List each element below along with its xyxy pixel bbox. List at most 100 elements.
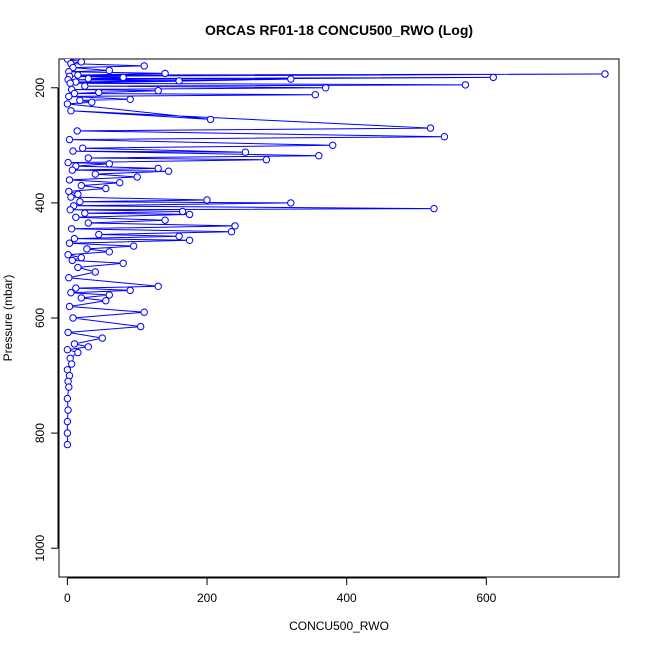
y-axis-label: Pressure (mbar): [1, 275, 15, 362]
data-point: [154, 87, 162, 95]
x-tick-label: 200: [197, 591, 217, 605]
data-point: [137, 322, 145, 331]
data-point: [461, 81, 470, 89]
data-point: [63, 417, 72, 426]
data-point: [76, 96, 84, 105]
data-point: [119, 73, 127, 82]
x-axis: 0 200 400 600: [64, 577, 497, 605]
data-point: [185, 236, 194, 245]
series-line: [66, 59, 606, 445]
data-point: [66, 206, 74, 214]
data-point: [74, 190, 82, 199]
data-point: [126, 95, 134, 104]
data-point: [64, 406, 72, 414]
data-point: [69, 147, 77, 155]
data-point: [74, 71, 82, 79]
data-point: [81, 209, 89, 217]
data-point: [140, 308, 148, 316]
data-point: [102, 297, 110, 305]
x-tick-label: 0: [64, 591, 71, 605]
data-point: [73, 127, 81, 135]
data-point: [133, 173, 141, 181]
data-point: [67, 225, 76, 233]
data-point: [83, 245, 91, 253]
data-point: [65, 92, 73, 101]
data-point: [203, 196, 211, 204]
data-point: [64, 158, 72, 167]
data-point: [130, 242, 138, 250]
data-point: [206, 115, 215, 124]
data-point: [66, 79, 74, 87]
x-axis-label: CONCU500_RWO: [289, 619, 389, 633]
chart-title: ORCAS RF01-18 CONCU500_RWO (Log): [205, 22, 473, 38]
y-tick-label: 400: [33, 193, 47, 213]
data-point: [311, 91, 319, 99]
data-point: [95, 88, 103, 97]
data-point: [67, 289, 75, 297]
data-point: [65, 135, 74, 144]
data-point: [102, 184, 110, 193]
data-point: [105, 160, 114, 168]
x-tick-label: 400: [337, 591, 357, 605]
data-point: [154, 282, 162, 290]
data-point: [68, 256, 77, 265]
data-point: [70, 340, 79, 348]
data-point: [69, 314, 77, 322]
data-point: [426, 124, 435, 132]
data-point: [65, 383, 73, 391]
data-point: [161, 216, 169, 224]
data-point: [105, 291, 114, 299]
data-point: [72, 284, 80, 292]
data-point: [84, 343, 93, 351]
data-point: [489, 73, 497, 82]
data-point: [77, 253, 86, 262]
data-point: [185, 210, 194, 219]
data-point: [84, 74, 93, 83]
data-point: [105, 248, 114, 256]
data-point: [67, 193, 75, 201]
data-point: [91, 268, 100, 276]
data-point: [126, 286, 134, 295]
data-point: [440, 133, 449, 141]
data-point: [430, 204, 438, 213]
data-point: [262, 156, 271, 164]
data-point: [105, 66, 114, 75]
data-point: [64, 328, 72, 337]
data-point: [72, 213, 80, 222]
data-point: [65, 274, 73, 282]
data-point: [88, 98, 96, 106]
data-point: [322, 84, 330, 92]
y-tick-label: 800: [33, 423, 47, 443]
data-point: [63, 346, 72, 354]
data-point: [65, 239, 74, 247]
data-point: [287, 199, 295, 207]
data-point: [65, 176, 74, 184]
data-point: [63, 100, 72, 108]
data-point: [63, 394, 72, 403]
data-point: [84, 219, 93, 227]
data-point: [64, 251, 72, 259]
data-point: [329, 141, 337, 150]
data-point: [84, 154, 93, 162]
y-tick-label: 600: [33, 308, 47, 328]
data-point: [175, 77, 183, 85]
data-point: [140, 62, 148, 70]
y-tick-label: 200: [33, 77, 47, 97]
data-point: [95, 230, 103, 239]
x-tick-label: 600: [476, 591, 496, 605]
data-point: [601, 70, 609, 78]
data-point: [154, 164, 162, 173]
data-point: [98, 334, 107, 342]
data-point: [175, 232, 183, 241]
data-point: [77, 181, 86, 190]
data-point: [231, 222, 239, 230]
data-point: [63, 440, 72, 449]
data-point: [116, 179, 124, 187]
data-point: [81, 82, 89, 90]
data-point: [287, 75, 295, 83]
data-point: [161, 69, 169, 78]
data-point: [241, 148, 250, 156]
plot-frame: [58, 58, 620, 578]
data-point: [227, 228, 236, 236]
